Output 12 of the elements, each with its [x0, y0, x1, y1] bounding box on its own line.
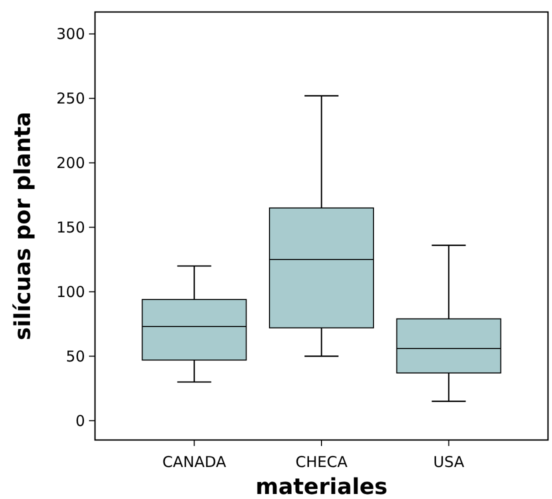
y-tick-label: 150 — [56, 218, 85, 237]
y-tick-label: 300 — [56, 25, 85, 44]
x-tick-label: USA — [433, 453, 466, 471]
y-tick-label: 50 — [66, 347, 85, 366]
x-axis-title: materiales — [256, 475, 388, 499]
y-axis-title: silícuas por planta — [11, 112, 36, 340]
y-tick-label: 100 — [56, 282, 85, 301]
x-tick-label: CHECA — [296, 453, 348, 471]
y-tick-label: 200 — [56, 154, 85, 172]
x-tick-label: CANADA — [162, 453, 227, 471]
y-tick-label: 0 — [75, 412, 85, 430]
y-tick-label: 250 — [56, 90, 85, 108]
